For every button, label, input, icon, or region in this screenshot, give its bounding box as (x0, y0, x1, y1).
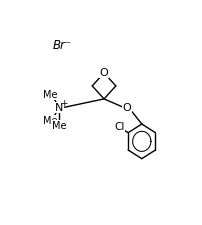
Text: Me: Me (42, 90, 57, 100)
Text: Me: Me (42, 116, 57, 126)
Text: +: + (60, 99, 67, 108)
Text: N: N (55, 103, 63, 112)
Text: Cl: Cl (114, 122, 124, 132)
Text: Me: Me (52, 121, 66, 131)
Text: O: O (99, 68, 108, 78)
Text: O: O (122, 103, 130, 112)
Text: Br⁻: Br⁻ (53, 39, 72, 52)
